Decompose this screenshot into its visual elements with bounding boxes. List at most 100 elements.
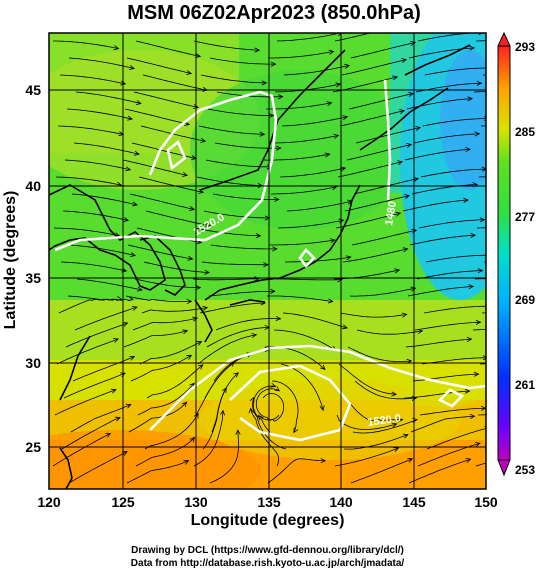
streamline [416, 270, 483, 280]
streamline [75, 91, 141, 104]
streamline-arrow [470, 232, 477, 238]
streamline-arrow [181, 401, 188, 408]
streamline [60, 261, 127, 272]
streamline-arrow [476, 80, 483, 86]
streamline-arrow [130, 252, 137, 257]
streamline [408, 458, 471, 484]
streamline [344, 195, 410, 212]
streamline [53, 227, 120, 237]
streamline [407, 286, 474, 297]
streamline [487, 398, 548, 405]
streamline-arrow [275, 145, 282, 151]
y-axis-title: Latitude (degrees) [2, 190, 19, 330]
streamline [408, 47, 475, 59]
streamline-arrow [333, 133, 340, 139]
streamline [208, 291, 275, 297]
streamline-arrow [275, 315, 282, 321]
streamline-arrow [401, 312, 408, 318]
streamline [133, 91, 199, 108]
streamline-arrow [394, 25, 399, 29]
streamline [281, 116, 348, 127]
streamline [127, 244, 193, 260]
streamline-arrow [542, 128, 547, 132]
streamline-arrow [467, 96, 474, 102]
streamline [472, 329, 486, 331]
streamline-arrow [186, 299, 193, 305]
streamline [350, 42, 416, 59]
streamline-arrow [469, 45, 476, 51]
streamline [339, 110, 405, 127]
streamline-arrow [338, 33, 343, 37]
streamline [481, 312, 486, 314]
streamline-arrow [392, 75, 399, 81]
streamline [271, 186, 337, 195]
streamline [198, 125, 265, 135]
streamline [252, 385, 276, 433]
x-tick-label: 150 [474, 494, 498, 510]
streamline [420, 168, 486, 178]
streamline [425, 254, 486, 263]
streamline-arrow [407, 458, 414, 463]
streamline [71, 193, 138, 206]
colorbar-label: 253 [515, 463, 535, 477]
geopotential-contours [54, 79, 486, 442]
streamline-arrow [127, 296, 134, 302]
streamline-arrow [182, 329, 189, 335]
streamline [206, 327, 270, 348]
streamline [283, 65, 350, 76]
streamline-arrow [129, 64, 136, 70]
streamline [343, 434, 409, 450]
streamline-arrow [474, 442, 481, 447]
streamline-arrow [537, 42, 542, 46]
streamline-arrow [189, 436, 196, 443]
streamline-arrow [465, 458, 472, 463]
streamline [129, 193, 195, 210]
streamline [76, 278, 143, 291]
streamline-arrow [538, 229, 543, 233]
streamline-arrow [410, 41, 417, 46]
streamline [263, 153, 330, 161]
streamline-arrow [186, 354, 193, 360]
streamline [273, 329, 337, 351]
contour-label: 1520.0 [367, 412, 402, 429]
streamline-arrow [114, 416, 121, 422]
streamline [122, 159, 188, 176]
streamline-arrow [182, 171, 189, 177]
streamline-arrow [277, 94, 284, 100]
streamline [199, 302, 266, 314]
streamline [209, 57, 276, 65]
streamline-arrow [544, 78, 548, 82]
streamline-arrow [469, 413, 476, 419]
streamline [193, 40, 260, 51]
page-title: MSM 06Z02Apr2023 (850.0hPa) [127, 2, 421, 24]
streamline-arrow [258, 414, 264, 421]
streamline-arrow [259, 131, 266, 137]
streamline-arrow [319, 405, 325, 412]
streamline-arrow [391, 422, 398, 428]
streamline [409, 234, 476, 246]
streamline [201, 261, 268, 266]
streamline-arrow [417, 329, 424, 335]
streamline [479, 363, 486, 365]
streamline-arrow [327, 298, 334, 304]
streamline-arrow [406, 143, 413, 148]
streamline-arrow [391, 391, 398, 397]
streamline-arrow [251, 332, 258, 338]
colorbar: 293 285 277 269 261 253 [497, 31, 535, 477]
x-tick-label: 130 [184, 494, 208, 510]
colorbar-label: 277 [515, 210, 535, 224]
x-tick-label: 140 [329, 494, 353, 510]
streamline-arrow [415, 126, 422, 132]
streamline [250, 408, 280, 467]
streamline [404, 148, 471, 161]
streamline-arrow [329, 238, 336, 244]
streamline [136, 227, 202, 243]
streamline-arrow [274, 386, 281, 392]
streamline [66, 108, 133, 120]
x-tick-label: 135 [257, 494, 281, 510]
streamline [69, 244, 136, 256]
streamline-arrow [113, 338, 119, 343]
streamline [126, 57, 192, 74]
streamline [405, 338, 472, 348]
